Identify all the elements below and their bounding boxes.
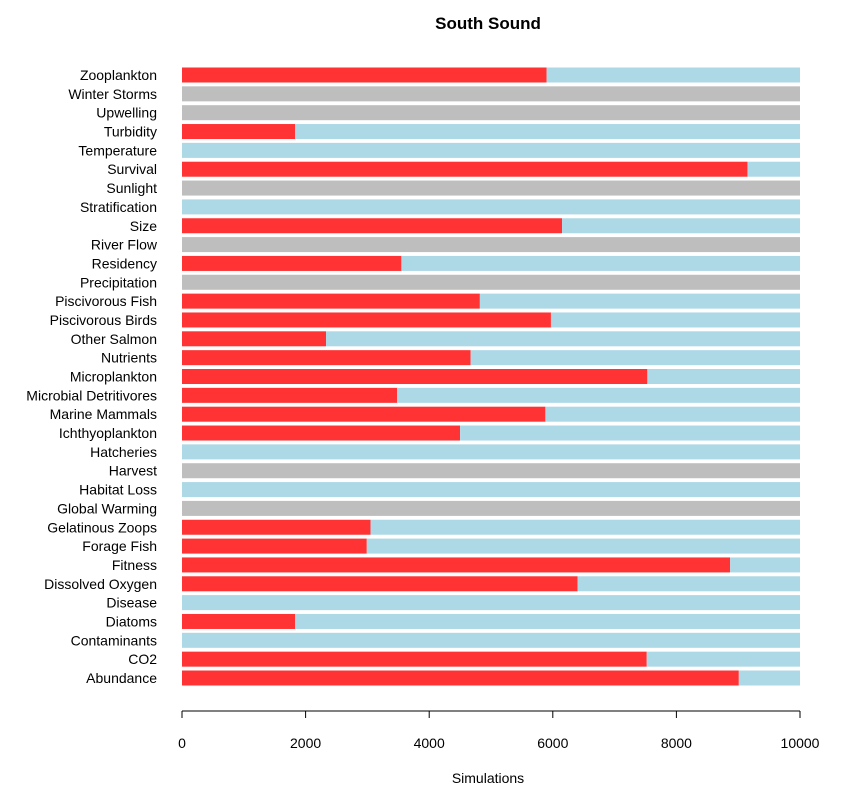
bar-segment-0-17 — [182, 387, 398, 403]
x-tick-label: 6000 — [537, 735, 568, 751]
bar-segment-1-7 — [182, 199, 800, 215]
bar-segment-0-3 — [182, 124, 296, 140]
category-label: Temperature — [78, 142, 157, 158]
bar-segment-0-16 — [182, 369, 648, 384]
category-label: Sunlight — [106, 180, 157, 196]
bar-segment-1-12 — [479, 293, 800, 309]
bar-segment-1-30 — [182, 632, 800, 648]
category-label: Ichthyoplankton — [59, 425, 157, 441]
category-label: Microplankton — [70, 369, 157, 385]
category-label: Other Salmon — [71, 331, 157, 347]
category-labels: Zooplankton Winter Storms Upwelling Turbidi… — [26, 67, 158, 686]
x-axis: 0 2000 4000 6000 8000 10000 — [178, 710, 820, 751]
bar-segment-1-24 — [370, 519, 800, 535]
category-label: Turbidity — [104, 124, 157, 140]
bar-segment-2-6 — [182, 180, 800, 196]
bar-segment-2-9 — [182, 237, 800, 253]
bar-segment-1-4 — [182, 142, 800, 158]
category-label: Global Warming — [57, 500, 157, 516]
category-label: Disease — [106, 595, 157, 611]
bar-segment-1-13 — [550, 312, 800, 328]
x-tick-label: 0 — [178, 735, 186, 751]
category-label: Habitat Loss — [79, 482, 157, 498]
category-label: Gelatinous Zoops — [47, 519, 157, 535]
bar-segment-0-0 — [182, 67, 547, 83]
bar-segment-0-29 — [182, 613, 296, 629]
category-label: Abundance — [86, 670, 157, 686]
category-label: Microbial Detritivores — [26, 387, 157, 403]
x-tick-label: 8000 — [661, 735, 692, 751]
bar-segment-0-18 — [182, 406, 546, 422]
bar-segment-1-5 — [747, 161, 800, 177]
category-label: Residency — [92, 255, 157, 271]
category-label: Winter Storms — [68, 86, 157, 102]
bar-segment-1-14 — [325, 331, 800, 347]
category-label: Piscivorous Birds — [50, 312, 157, 328]
chart-title: South Sound — [435, 14, 541, 33]
bar-segment-1-22 — [182, 482, 800, 498]
category-label: Size — [130, 218, 157, 234]
category-label: Stratification — [80, 199, 157, 215]
bars-group — [182, 67, 800, 686]
bar-segment-1-8 — [562, 218, 800, 234]
bar-segment-0-26 — [182, 557, 731, 573]
bar-segment-0-8 — [182, 218, 563, 234]
bar-segment-2-1 — [182, 86, 800, 102]
bar-segment-1-18 — [545, 406, 800, 422]
bar-segment-1-16 — [647, 369, 800, 384]
bar-segment-2-2 — [182, 105, 800, 121]
x-tick-label: 4000 — [414, 735, 445, 751]
bar-segment-1-32 — [738, 670, 800, 686]
category-label: Harvest — [109, 463, 157, 479]
bar-segment-2-23 — [182, 500, 800, 516]
bar-segment-0-12 — [182, 293, 480, 309]
bar-segment-1-27 — [577, 576, 800, 592]
category-label: Contaminants — [71, 632, 157, 648]
bar-segment-1-15 — [470, 350, 800, 366]
bar-segment-0-27 — [182, 576, 578, 592]
bar-segment-0-13 — [182, 312, 551, 328]
bar-segment-0-15 — [182, 350, 471, 366]
bar-segment-1-20 — [182, 444, 800, 460]
category-label: Survival — [107, 161, 157, 177]
bar-segment-0-10 — [182, 255, 402, 271]
category-label: Hatcheries — [90, 444, 157, 460]
x-tick-label: 2000 — [290, 735, 321, 751]
category-label: CO2 — [128, 651, 157, 667]
bar-segment-0-5 — [182, 161, 748, 177]
bar-segment-1-28 — [182, 595, 800, 611]
bar-segment-0-25 — [182, 538, 367, 554]
bar-segment-2-21 — [182, 463, 800, 479]
category-label: Nutrients — [101, 350, 157, 366]
bar-segment-1-26 — [730, 557, 800, 573]
category-label: River Flow — [91, 237, 158, 253]
category-label: Zooplankton — [80, 67, 157, 83]
x-axis-title: Simulations — [452, 770, 524, 786]
bar-segment-0-19 — [182, 425, 461, 441]
category-label: Diatoms — [106, 613, 157, 629]
bar-segment-1-17 — [397, 387, 800, 403]
category-label: Forage Fish — [82, 538, 157, 554]
category-label: Dissolved Oxygen — [44, 576, 157, 592]
bar-segment-1-10 — [401, 255, 800, 271]
bar-segment-2-11 — [182, 274, 800, 290]
bar-segment-0-31 — [182, 651, 647, 667]
bar-segment-1-25 — [366, 538, 800, 554]
bar-segment-1-19 — [460, 425, 800, 441]
bar-segment-0-32 — [182, 670, 739, 686]
bar-segment-0-14 — [182, 331, 326, 347]
category-label: Upwelling — [96, 105, 157, 121]
bar-segment-0-24 — [182, 519, 371, 535]
bar-segment-1-29 — [295, 613, 800, 629]
category-label: Precipitation — [80, 274, 157, 290]
bar-segment-1-3 — [295, 124, 800, 140]
category-label: Marine Mammals — [50, 406, 157, 422]
bar-segment-1-31 — [646, 651, 800, 667]
x-tick-label: 10000 — [781, 735, 820, 751]
bar-segment-1-0 — [546, 67, 800, 83]
category-label: Piscivorous Fish — [55, 293, 157, 309]
category-label: Fitness — [112, 557, 157, 573]
